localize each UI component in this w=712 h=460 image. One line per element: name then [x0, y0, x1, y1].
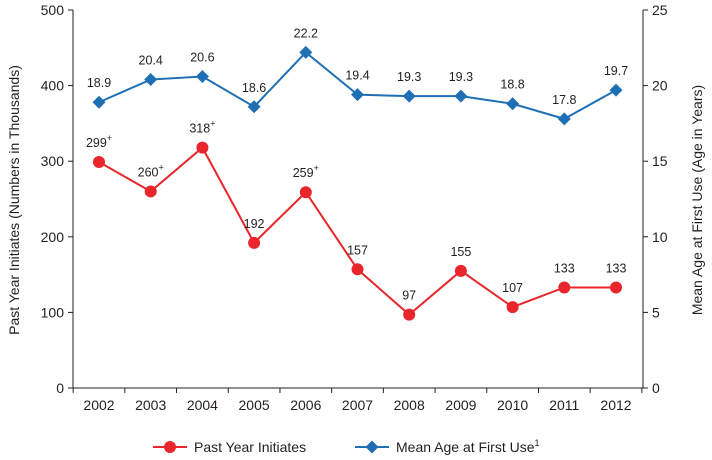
- x-tick-label: 2008: [394, 397, 425, 413]
- y-tick-label: 0: [56, 380, 64, 396]
- initiates-data-label: 299+: [86, 133, 112, 150]
- x-tick-label: 2003: [135, 397, 166, 413]
- mean-age-data-label: 18.6: [242, 81, 266, 95]
- initiates-data-label: 259+: [293, 163, 319, 180]
- mean-age-point: [454, 89, 468, 103]
- y-tick-label: 200: [41, 229, 65, 245]
- chart-data-labels: 299+ 260+ 318+ 192 259+ 157 97 155 107 133 133 18.9…: [86, 26, 628, 302]
- mean-age-point: [195, 70, 209, 84]
- legend-marker-initiates: [164, 441, 176, 453]
- y2-tick-label: 10: [652, 229, 668, 245]
- mean-age-data-label: 18.9: [87, 76, 111, 90]
- initiates-point: [196, 141, 209, 154]
- mean-age-point: [299, 45, 313, 59]
- initiates-point: [506, 301, 519, 314]
- initiates-data-label: 318+: [189, 119, 215, 136]
- y2-tick-label: 15: [652, 153, 668, 169]
- initiates-data-label: 155: [450, 245, 471, 259]
- x-tick-label: 2010: [497, 397, 528, 413]
- chart-ticks: 0 100 200 300 400 500 0 5 10 15 20 25 2002 2003 2004 20…: [41, 2, 668, 413]
- initiates-data-label: 260+: [138, 162, 164, 179]
- legend-marker-mean-age: [365, 440, 379, 454]
- mean-age-point: [506, 97, 520, 111]
- y2-tick-label: 0: [652, 380, 660, 396]
- initiates-point: [454, 264, 467, 277]
- y-tick-label: 500: [41, 2, 65, 18]
- initiates-data-label: 192: [244, 217, 265, 231]
- mean-age-point: [247, 100, 261, 114]
- mean-age-data-label: 18.8: [500, 78, 524, 92]
- initiates-data-label: 97: [402, 289, 416, 303]
- chart-axes: [72, 10, 644, 389]
- initiates-point: [248, 236, 261, 249]
- x-tick-label: 2004: [187, 397, 218, 413]
- initiates-point: [558, 281, 571, 294]
- legend-label-initiates: Past Year Initiates: [194, 439, 306, 455]
- initiates-data-label: 133: [554, 261, 575, 275]
- legend-label-mean-age: Mean Age at First Use1: [396, 438, 540, 455]
- y-tick-label: 400: [41, 78, 65, 94]
- initiates-point: [403, 308, 416, 321]
- initiates-data-label: 107: [502, 281, 523, 295]
- mean-age-data-label: 22.2: [294, 26, 318, 40]
- initiates-data-label: 157: [347, 243, 368, 257]
- initiates-point: [351, 263, 364, 276]
- x-tick-label: 2011: [549, 397, 579, 413]
- initiates-data-label: 133: [606, 261, 627, 275]
- series-line-mean-age: [98, 50, 617, 120]
- initiates-point: [299, 186, 312, 199]
- x-tick-label: 2009: [445, 397, 476, 413]
- mean-age-data-label: 20.4: [139, 54, 163, 68]
- mean-age-point: [351, 88, 364, 102]
- y2-tick-label: 20: [652, 78, 668, 94]
- chart-series: [92, 45, 623, 321]
- x-tick-label: 2012: [600, 397, 631, 413]
- y2-axis-title: Mean Age at First Use (Age in Years): [689, 85, 705, 315]
- y-tick-label: 100: [41, 304, 65, 320]
- mean-age-point: [609, 83, 623, 97]
- mean-age-data-label: 19.4: [345, 69, 369, 83]
- mean-age-data-label: 17.8: [552, 93, 576, 107]
- x-tick-label: 2006: [290, 397, 321, 413]
- initiates-point: [93, 155, 105, 168]
- y-tick-label: 300: [41, 153, 65, 169]
- mean-age-point: [144, 73, 158, 87]
- mean-age-data-label: 19.3: [397, 70, 421, 84]
- mean-age-point: [557, 112, 571, 126]
- y-axis-title: Past Year Initiates (Numbers in Thousand…: [6, 65, 22, 335]
- mean-age-data-label: 19.7: [604, 64, 628, 78]
- mean-age-data-label: 20.6: [190, 51, 214, 65]
- series-line-past-year-initiates: [98, 146, 616, 316]
- initiates-point: [610, 281, 622, 294]
- x-tick-label: 2002: [83, 397, 114, 413]
- mean-age-point: [92, 95, 106, 109]
- mean-age-data-label: 19.3: [449, 70, 473, 84]
- initiates-point: [144, 185, 157, 198]
- x-tick-label: 2005: [239, 397, 270, 413]
- x-tick-label: 2007: [342, 397, 373, 413]
- y2-tick-label: 25: [652, 2, 668, 18]
- y2-tick-label: 5: [652, 304, 660, 320]
- mean-age-point: [402, 89, 416, 103]
- chart-legend: Past Year Initiates Mean Age at First Use…: [153, 438, 540, 455]
